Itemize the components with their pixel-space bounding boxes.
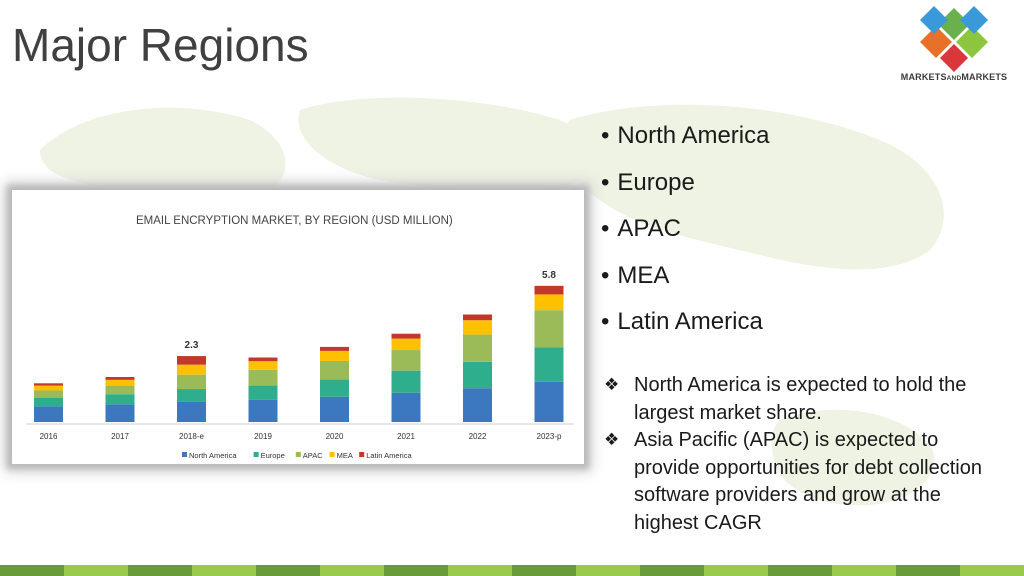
bar-2021-apac	[391, 350, 421, 371]
logo-wordmark: MARKETSANDMARKETS	[900, 72, 1008, 82]
page-title: Major Regions	[12, 19, 309, 71]
region-list: • North America • Europe • APAC • MEA • Latin…	[601, 118, 769, 351]
bar-2019-mea	[248, 361, 278, 370]
bar-2021-latin-america	[391, 333, 421, 339]
stacked-bar-chart: EMAIL ENCRYPTION MARKET, BY REGION (USD …	[26, 215, 574, 460]
x-tick-label: 2018-e	[179, 432, 204, 441]
bar-2016-mea	[34, 385, 63, 391]
legend-swatch	[253, 452, 259, 457]
bar-2016-north-america	[34, 406, 63, 422]
bar-2017-north-america	[105, 404, 135, 422]
insight-item: ❖ Asia Pacific (APAC) is expected to prov…	[604, 429, 982, 534]
bar-2022-apac	[463, 334, 492, 362]
x-tick-label: 2019	[254, 432, 272, 441]
bar-2020-europe	[320, 379, 349, 397]
bar-2017-mea	[105, 379, 135, 386]
legend-label: MEA	[337, 451, 353, 460]
key-insights: ❖ North America is expected to hold the l…	[604, 372, 1009, 537]
list-item: • MEA	[601, 261, 670, 289]
bar-2020-latin-america	[320, 346, 349, 351]
bar-2016-europe	[34, 397, 63, 407]
data-label: 2.3	[185, 340, 199, 351]
list-item: • North America	[601, 122, 770, 149]
bar-2021-north-america	[391, 392, 421, 422]
bar-2023-p-mea	[534, 294, 564, 311]
list-item: • Latin America	[601, 308, 763, 335]
bar-2023-p-apac	[534, 310, 564, 348]
legend-label: Latin America	[366, 451, 412, 460]
bar-2016-apac	[34, 390, 63, 398]
list-item: • APAC	[601, 215, 681, 242]
bar-2018-e-mea	[177, 364, 206, 375]
insight-item: ❖ North America is expected to hold the l…	[604, 374, 967, 424]
bar-2022-latin-america	[463, 314, 492, 321]
bar-2020-mea	[320, 350, 349, 361]
bar-2019-europe	[248, 385, 278, 400]
diamond-bullet-icon: ❖	[604, 375, 620, 395]
x-tick-label: 2022	[469, 432, 487, 441]
chart-title: EMAIL ENCRYPTION MARKET, BY REGION (USD …	[136, 215, 453, 227]
bar-2018-e-europe	[177, 389, 206, 402]
bar-2019-latin-america	[248, 357, 278, 362]
bar-2019-apac	[248, 369, 278, 386]
chart-panel: EMAIL ENCRYPTION MARKET, BY REGION (USD …	[12, 190, 584, 464]
x-tick-label: 2017	[111, 432, 129, 441]
marketsandmarkets-logo: MARKETSANDMARKETS	[884, 2, 1024, 92]
bar-2017-latin-america	[105, 376, 135, 380]
bar-2023-p-north-america	[534, 381, 564, 422]
bar-2018-e-latin-america	[177, 356, 206, 365]
bar-2019-north-america	[248, 399, 278, 422]
data-label: 5.8	[542, 270, 556, 281]
x-tick-label: 2021	[397, 432, 415, 441]
bar-2023-p-latin-america	[534, 285, 564, 295]
legend-swatch	[295, 452, 301, 457]
bar-2022-north-america	[463, 388, 492, 422]
legend-label: APAC	[303, 451, 323, 460]
footer-stripe	[0, 565, 1024, 576]
list-item: • Europe	[601, 168, 695, 196]
legend-label: Europe	[261, 451, 285, 460]
bar-2016-latin-america	[34, 383, 63, 386]
x-tick-label: 2023-p	[537, 432, 562, 441]
legend-label: North America	[189, 451, 237, 460]
bar-2018-e-apac	[177, 374, 206, 390]
bar-2023-p-europe	[534, 347, 564, 382]
bar-2021-mea	[391, 338, 421, 351]
bar-2020-north-america	[320, 396, 349, 422]
bar-2022-europe	[463, 361, 492, 389]
bar-2020-apac	[320, 360, 349, 380]
bar-2018-e-north-america	[177, 401, 206, 422]
bar-2022-mea	[463, 320, 492, 335]
logo-diamonds-icon	[920, 6, 988, 72]
bar-2017-europe	[105, 394, 135, 405]
diamond-bullet-icon: ❖	[604, 430, 620, 450]
legend-swatch	[359, 452, 365, 457]
legend-swatch	[329, 452, 335, 457]
x-tick-label: 2016	[40, 432, 58, 441]
bar-2021-europe	[391, 370, 421, 393]
bar-2017-apac	[105, 385, 135, 395]
x-tick-label: 2020	[326, 432, 344, 441]
legend-swatch	[182, 452, 187, 457]
